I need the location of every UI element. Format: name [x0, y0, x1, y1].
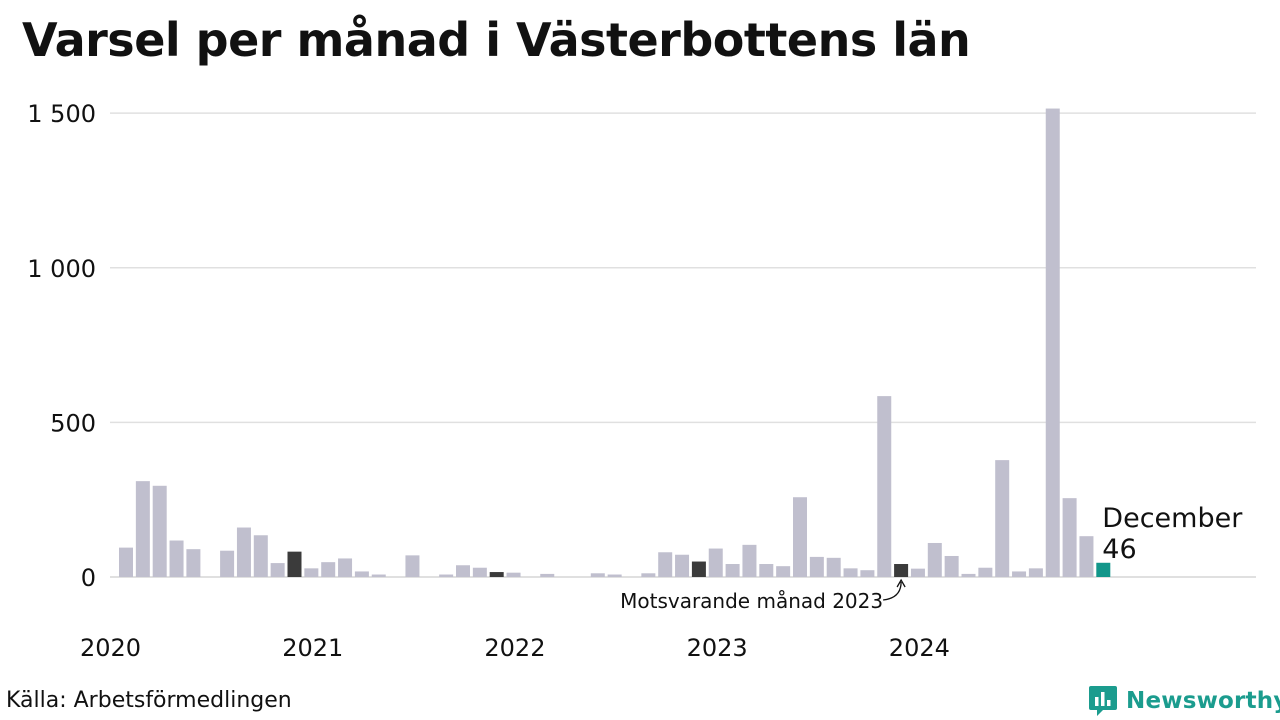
x-axis-labels: 2020 2021 2022 2023 2024 — [80, 634, 950, 662]
bar — [641, 573, 656, 577]
bar — [910, 568, 925, 577]
bar — [506, 572, 521, 577]
bar — [978, 567, 993, 577]
bar — [338, 558, 353, 577]
bar — [186, 549, 201, 577]
y-tick-label: 0 — [81, 564, 96, 592]
x-tick-label: 2021 — [282, 634, 343, 662]
y-tick-label: 1 500 — [27, 100, 96, 128]
bar — [927, 542, 942, 577]
bar — [759, 564, 774, 577]
bar — [1045, 108, 1060, 577]
bar — [607, 574, 622, 577]
bar — [894, 564, 909, 577]
bar — [1079, 536, 1094, 577]
annotation-arrow — [883, 581, 902, 601]
x-tick-label: 2023 — [687, 634, 748, 662]
grid-lines — [110, 112, 1256, 578]
x-tick-label: 2022 — [484, 634, 545, 662]
bar — [236, 527, 251, 577]
corresponding-month-label: Motsvarande månad 2023 — [620, 589, 883, 613]
bar — [793, 497, 807, 577]
bar — [944, 555, 959, 577]
bars — [119, 108, 1111, 577]
x-tick-label: 2020 — [80, 634, 141, 662]
bar — [119, 547, 133, 577]
brand-logo: Newsworthy — [1088, 684, 1280, 718]
bar — [321, 562, 336, 577]
bar — [961, 573, 976, 577]
bar — [691, 561, 706, 577]
newsworthy-logo-icon — [1089, 686, 1117, 716]
latest-value-label: 46 — [1102, 534, 1136, 565]
bar — [995, 460, 1010, 577]
bar — [169, 540, 184, 577]
bar — [472, 567, 487, 577]
bar — [843, 568, 858, 577]
bar — [877, 396, 892, 577]
bar — [253, 535, 268, 577]
bar — [675, 554, 690, 577]
bar — [439, 574, 454, 577]
bar — [658, 552, 673, 577]
bar — [540, 573, 555, 577]
bar — [590, 573, 605, 577]
y-axis-labels: 0 500 1 000 1 500 — [27, 100, 96, 592]
bar — [809, 556, 824, 577]
brand-name: Newsworthy — [1126, 688, 1280, 714]
y-tick-label: 500 — [50, 409, 96, 437]
bar — [742, 544, 757, 577]
bar — [270, 563, 285, 577]
bar — [405, 555, 420, 577]
bar — [776, 566, 791, 577]
bar — [135, 481, 150, 577]
latest-month-label: December — [1102, 503, 1243, 534]
y-tick-label: 1 000 — [27, 255, 96, 283]
source-note: Källa: Arbetsförmedlingen — [6, 688, 292, 713]
annotation-arrowhead — [896, 578, 906, 588]
x-tick-label: 2024 — [889, 634, 950, 662]
bar — [287, 551, 302, 577]
chart-title: Varsel per månad i Västerbottens län — [22, 13, 971, 67]
bar — [456, 565, 470, 577]
bar — [489, 572, 504, 577]
bar — [725, 564, 740, 577]
bar — [1096, 562, 1111, 577]
bar — [826, 557, 841, 577]
bar — [304, 568, 319, 577]
bar — [354, 571, 369, 577]
bar — [1062, 498, 1077, 577]
bar-chart: 0 500 1 000 1 500 2020 2021 2022 2023 2024 Dece… — [27, 100, 1256, 662]
bar — [371, 574, 386, 577]
bar — [1012, 571, 1027, 577]
bar — [152, 485, 167, 577]
bar — [220, 550, 235, 577]
bar — [708, 548, 723, 577]
bar — [1028, 568, 1043, 577]
bar — [860, 570, 875, 577]
